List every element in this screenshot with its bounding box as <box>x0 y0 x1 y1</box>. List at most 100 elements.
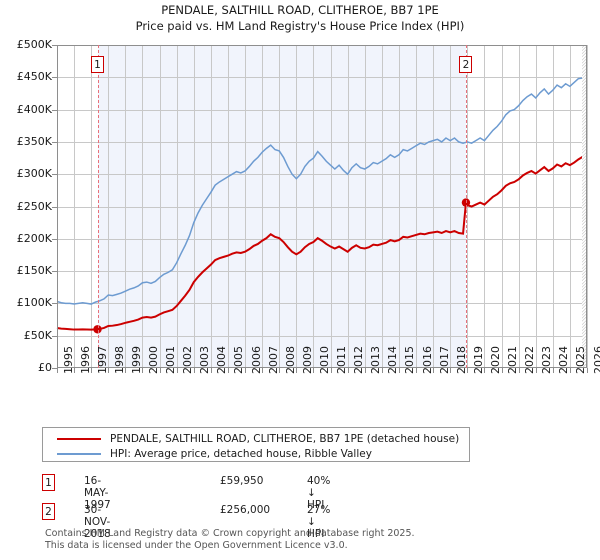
x-axis-tick-mark <box>416 368 418 373</box>
x-axis-tick-mark <box>245 368 247 373</box>
grid-line-vertical <box>108 45 110 368</box>
x-axis-tick-label: 2011 <box>335 346 349 374</box>
grid-line-vertical <box>142 45 144 368</box>
footer-line-2: This data is licensed under the Open Gov… <box>45 539 348 551</box>
x-axis-tick-label: 2005 <box>232 346 246 374</box>
y-axis-tick-mark <box>52 141 57 143</box>
x-axis-tick-label: 2016 <box>420 346 434 374</box>
sale-hpi-difference: 27% ↓ HPI <box>307 504 331 540</box>
x-axis-tick-mark <box>193 368 195 373</box>
x-axis-tick-mark <box>210 368 212 373</box>
sale-point-markers[interactable] <box>93 198 471 334</box>
x-axis-tick-mark <box>296 368 298 373</box>
sale-price: £59,950 <box>220 475 264 487</box>
x-axis-tick-label: 2025 <box>574 346 588 374</box>
x-axis-tick-mark <box>125 368 127 373</box>
grid-line-vertical <box>433 45 435 368</box>
y-axis-tick-label: £450K <box>16 70 52 84</box>
x-axis-tick-mark <box>569 368 571 373</box>
grid-line-vertical <box>347 45 349 368</box>
sale-event-number-badge[interactable]: 1 <box>91 56 105 73</box>
sale-event-vertical-line <box>465 45 467 368</box>
copyright-footer: Contains HM Land Registry data © Crown c… <box>45 528 585 551</box>
sale-hpi-difference: 40% ↓ HPI <box>307 475 331 511</box>
chart-plot-area[interactable] <box>56 45 588 368</box>
x-axis-tick-label: 1995 <box>61 346 75 374</box>
sale-point-dot[interactable] <box>461 198 471 207</box>
grid-line-vertical <box>279 45 281 368</box>
x-axis-tick-mark <box>91 368 93 373</box>
legend-swatch-hpi <box>57 453 101 455</box>
grid-line-horizontal <box>57 109 587 111</box>
y-axis-tick-label: £200K <box>16 231 52 245</box>
x-axis-tick-mark <box>176 368 178 373</box>
x-axis-tick-mark <box>484 368 486 373</box>
x-axis-tick-mark <box>108 368 110 373</box>
legend-item-property: PENDALE, SALTHILL ROAD, CLITHEROE, BB7 1… <box>43 431 459 447</box>
legend-item-hpi: HPI: Average price, detached house, Ribb… <box>43 446 372 462</box>
x-axis-tick-label: 2024 <box>557 346 571 374</box>
y-axis-tick-label: £300K <box>16 167 52 181</box>
y-axis-tick-label: £400K <box>16 102 52 116</box>
x-axis-tick-label: 2021 <box>506 346 520 374</box>
grid-line-vertical <box>125 45 127 368</box>
x-axis-tick-mark <box>142 368 144 373</box>
x-axis-tick-label: 2007 <box>266 346 280 374</box>
grid-line-vertical <box>313 45 315 368</box>
x-axis-tick-mark <box>227 368 229 373</box>
x-axis-tick-label: 2014 <box>386 346 400 374</box>
x-axis-tick-label: 2023 <box>540 346 554 374</box>
y-axis-tick-mark <box>52 335 57 337</box>
grid-line-horizontal <box>57 206 587 208</box>
page-title: PENDALE, SALTHILL ROAD, CLITHEROE, BB7 1… <box>0 2 600 34</box>
y-axis-tick-mark <box>52 109 57 111</box>
legend-swatch-property <box>57 438 101 440</box>
y-axis-tick-label: £250K <box>16 199 52 213</box>
x-axis-tick-label: 2017 <box>437 346 451 374</box>
x-axis-tick-mark <box>398 368 400 373</box>
grid-line-vertical <box>484 45 486 368</box>
x-axis-tick-mark <box>552 368 554 373</box>
grid-line-vertical <box>262 45 264 368</box>
x-axis-tick-mark <box>450 368 452 373</box>
property-price-line <box>56 155 584 331</box>
grid-line-vertical <box>518 45 520 368</box>
y-axis-tick-mark <box>52 45 57 46</box>
x-axis-tick-label: 2003 <box>198 346 212 374</box>
grid-line-vertical <box>330 45 332 368</box>
y-axis-tick-mark <box>52 174 57 176</box>
y-axis-tick-label: £100K <box>16 296 52 310</box>
grid-line-vertical <box>552 45 554 368</box>
x-axis-tick-label: 2008 <box>283 346 297 374</box>
x-axis-tick-label: 2001 <box>164 346 178 374</box>
y-axis-tick-label: £50K <box>23 328 52 342</box>
x-axis-tick-mark <box>467 368 469 373</box>
grid-line-horizontal <box>57 77 587 79</box>
y-axis-tick-mark <box>52 368 57 369</box>
grid-line-vertical <box>467 45 469 368</box>
x-axis-tick-label: 2002 <box>181 346 195 374</box>
x-axis-tick-label: 2026 <box>591 346 600 374</box>
grid-line-vertical <box>176 45 178 368</box>
x-axis-tick-mark <box>433 368 435 373</box>
x-axis-tick-mark <box>330 368 332 373</box>
grid-line-vertical <box>381 45 383 368</box>
y-axis-tick-mark <box>52 238 57 240</box>
legend-label-hpi: HPI: Average price, detached house, Ribb… <box>110 448 372 460</box>
grid-line-vertical <box>364 45 366 368</box>
sale-index-badge: 1 <box>42 474 55 491</box>
y-axis-tick-label: £150K <box>16 264 52 278</box>
x-axis-tick-mark <box>159 368 161 373</box>
grid-line-vertical <box>193 45 195 368</box>
grid-line-vertical <box>227 45 229 368</box>
x-axis-tick-label: 2018 <box>454 346 468 374</box>
x-axis-tick-mark <box>57 368 58 373</box>
y-axis-tick-mark <box>52 271 57 273</box>
chart-legend: PENDALE, SALTHILL ROAD, CLITHEROE, BB7 1… <box>42 427 470 462</box>
grid-line-vertical <box>501 45 503 368</box>
x-axis-tick-mark <box>364 368 366 373</box>
sale-event-number-badge[interactable]: 2 <box>459 56 473 73</box>
grid-line-horizontal <box>57 271 587 273</box>
x-axis-tick-label: 2013 <box>369 346 383 374</box>
chart-title-primary: PENDALE, SALTHILL ROAD, CLITHEROE, BB7 1… <box>161 3 439 17</box>
